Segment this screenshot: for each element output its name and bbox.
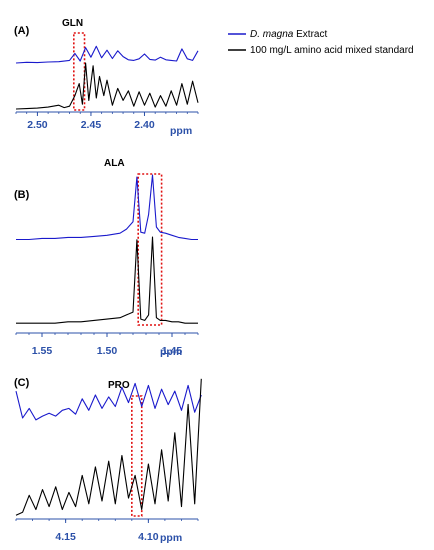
panel-b-letter: (B) (14, 189, 30, 201)
panel-a-compound-label: GLN (62, 18, 83, 29)
panel-c-compound-label: PRO (108, 380, 130, 391)
panel-a: (A) GLN 2.50 2.45 2.40 ppm (14, 18, 199, 137)
standard-spectrum-line (15, 62, 199, 110)
panel-c-unit-label: ppm (160, 532, 182, 544)
tick-label: 1.50 (97, 345, 118, 357)
legend-entry-extract-rest: Extract (293, 29, 327, 40)
tick-label: 4.10 (138, 531, 159, 543)
tick-label: 2.40 (134, 119, 155, 131)
legend-entry-standard: 100 mg/L amino acid mixed standard (250, 45, 414, 56)
standard-spectrum-line (15, 378, 202, 516)
panel-b-series (16, 174, 198, 324)
legend-entry-extract-italic: D. magna (250, 29, 294, 40)
tick-label: 1.45 (162, 345, 183, 357)
panel-c: (C) PRO 4.15 4.10 ppm (14, 377, 202, 544)
extract-spectrum-line (16, 174, 198, 241)
panel-a-letter: (A) (14, 25, 30, 37)
panel-b-highlight-box (137, 173, 163, 326)
panel-a-unit-label: ppm (170, 125, 192, 137)
panel-c-ticks: 4.15 4.10 (15, 519, 199, 543)
extract-spectrum-line (15, 382, 202, 421)
tick-label: 2.50 (27, 119, 48, 131)
panel-a-series (15, 45, 199, 110)
legend-entry-extract: D. magna Extract (250, 29, 327, 40)
panel-c-highlight-box (131, 395, 143, 517)
panel-b: (B) ALA 1.55 1.50 1.45 ppm (14, 158, 199, 358)
panel-c-series (15, 378, 202, 516)
panel-a-ticks: 2.50 2.45 2.40 (15, 112, 199, 131)
panel-c-letter: (C) (14, 377, 30, 389)
legend: D. magna Extract 100 mg/L amino acid mix… (228, 29, 414, 56)
tick-label: 4.15 (55, 531, 76, 543)
standard-spectrum-line (16, 236, 198, 324)
tick-label: 2.45 (81, 119, 102, 131)
panel-b-compound-label: ALA (104, 158, 125, 169)
panel-b-unit-label: ppm (160, 346, 182, 358)
panel-b-ticks: 1.55 1.50 1.45 (15, 333, 199, 357)
tick-label: 1.55 (32, 345, 53, 357)
extract-spectrum-line (15, 45, 199, 64)
